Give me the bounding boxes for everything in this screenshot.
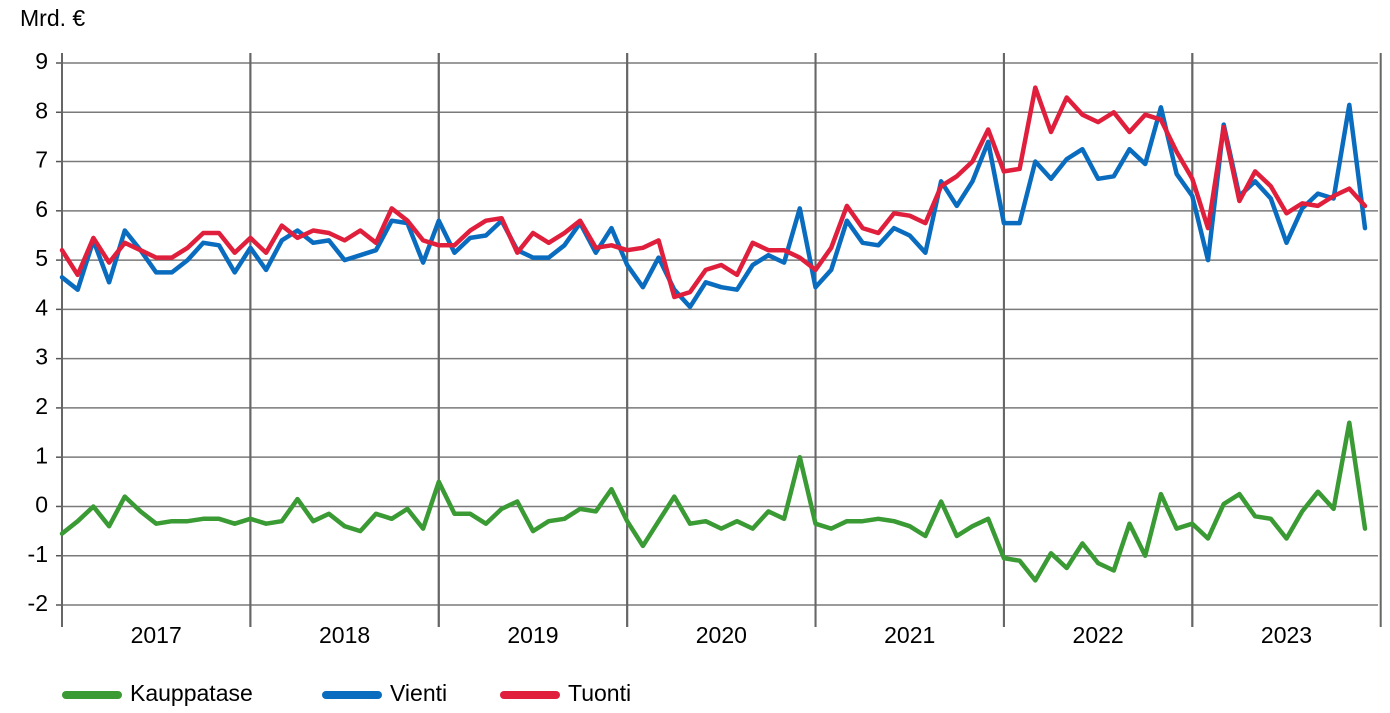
y-tick-label: 4	[35, 294, 48, 320]
y-tick-label: -2	[28, 590, 48, 616]
x-tick-label: 2021	[884, 622, 935, 648]
series-line	[59, 102, 1368, 310]
x-tick-label: 2020	[696, 622, 747, 648]
y-tick-label: 5	[35, 245, 48, 271]
x-tick-label: 2018	[319, 622, 370, 648]
x-tick-label: 2019	[507, 622, 558, 648]
y-tick-label: 7	[35, 147, 48, 173]
series-line	[59, 85, 1368, 300]
y-tick-label: 8	[35, 97, 48, 123]
y-unit-label: Mrd. €	[20, 5, 85, 31]
x-tick-label: 2017	[131, 622, 182, 648]
y-tick-label: 2	[35, 393, 48, 419]
x-tick-label: 2023	[1261, 622, 1312, 648]
legend-label: Vienti	[390, 680, 447, 706]
x-tick-label: 2022	[1073, 622, 1124, 648]
y-tick-label: 0	[35, 492, 48, 518]
y-tick-label: 6	[35, 196, 48, 222]
y-tick-label: 1	[35, 442, 48, 468]
legend-label: Tuonti	[568, 680, 631, 706]
y-tick-label: -1	[28, 541, 48, 567]
series-line	[59, 420, 1368, 583]
y-tick-label: 9	[35, 48, 48, 74]
legend-label: Kauppatase	[130, 680, 253, 706]
y-tick-label: 3	[35, 344, 48, 370]
